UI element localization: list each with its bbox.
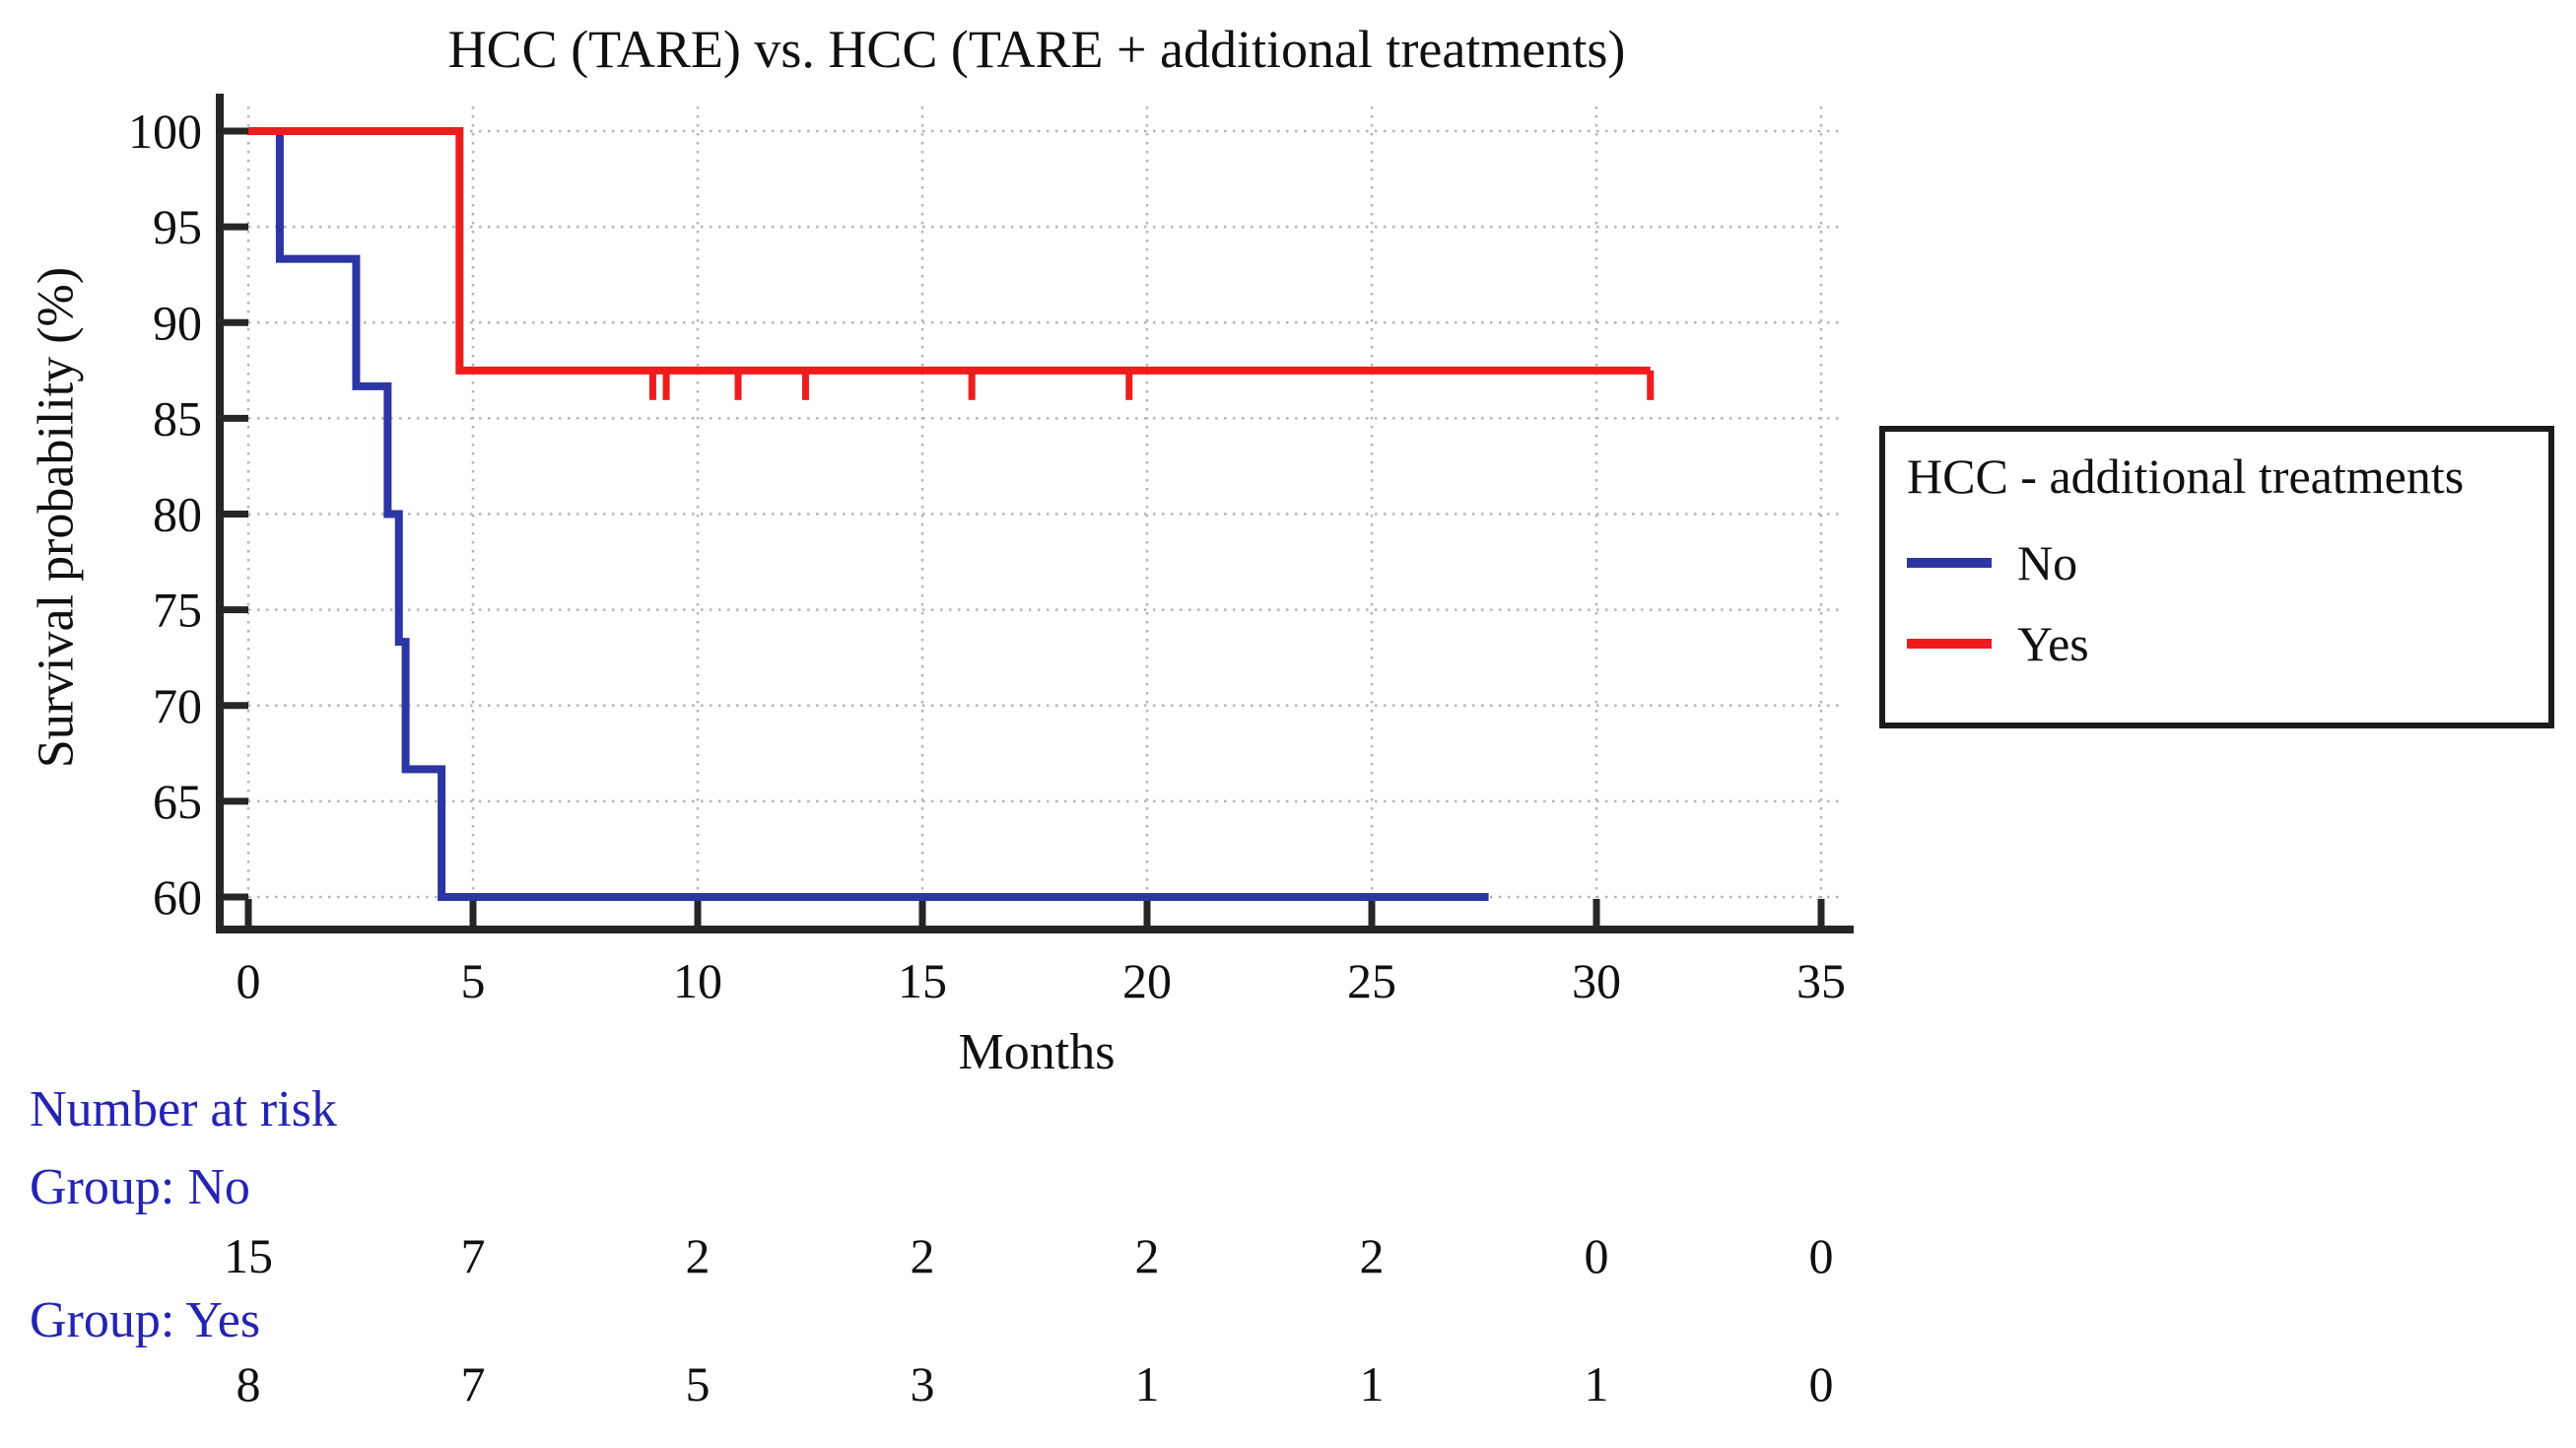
x-tick-label: 20 <box>1122 953 1172 1008</box>
risk-count: 1 <box>1359 1356 1385 1412</box>
risk-table-heading: Number at risk <box>30 1081 337 1138</box>
risk-count: 7 <box>460 1228 486 1283</box>
risk-count: 1 <box>1584 1356 1609 1412</box>
y-tick-label: 85 <box>153 390 202 446</box>
risk-count: 2 <box>910 1228 935 1283</box>
x-tick-label: 35 <box>1796 953 1846 1008</box>
risk-count: 1 <box>1134 1356 1160 1412</box>
x-tick-label: 25 <box>1347 953 1396 1008</box>
legend-item-yes: Yes <box>1907 616 2548 671</box>
risk-count: 2 <box>1134 1228 1160 1283</box>
x-axis-label: Months <box>958 1024 1116 1080</box>
risk-group-label-no: Group: No <box>30 1159 250 1215</box>
legend-line-blue <box>1907 558 1992 568</box>
risk-count: 8 <box>236 1356 261 1412</box>
x-tick-label: 30 <box>1572 953 1621 1008</box>
risk-count: 0 <box>1808 1356 1834 1412</box>
x-tick-label: 5 <box>461 953 486 1008</box>
x-tick-label: 0 <box>237 953 261 1008</box>
legend-line-red <box>1907 639 1992 649</box>
y-tick-label: 80 <box>153 487 202 542</box>
survival-curve-yes <box>248 127 1651 375</box>
survival-curve-no <box>248 127 1489 901</box>
y-tick-label: 90 <box>153 295 202 350</box>
legend-box: HCC - additional treatments No Yes <box>1879 426 2554 728</box>
y-tick-label: 70 <box>153 678 202 733</box>
risk-count: 2 <box>685 1228 711 1283</box>
x-tick-label: 15 <box>898 953 947 1008</box>
risk-count: 2 <box>1359 1228 1385 1283</box>
y-tick-label: 65 <box>153 774 202 829</box>
risk-count: 15 <box>224 1228 273 1283</box>
risk-group-label-yes: Group: Yes <box>30 1292 261 1348</box>
risk-count: 0 <box>1808 1228 1834 1283</box>
risk-count: 5 <box>685 1356 711 1412</box>
y-tick-label: 100 <box>128 103 202 159</box>
legend-label-yes: Yes <box>2017 616 2089 671</box>
y-tick-label: 95 <box>153 199 202 254</box>
chart-title: HCC (TARE) vs. HCC (TARE + additional tr… <box>447 20 1626 79</box>
risk-counts-yes: 8 7 5 3 1 1 1 0 <box>0 1355 2576 1414</box>
risk-count: 0 <box>1584 1228 1609 1283</box>
legend-item-no: No <box>1907 535 2548 590</box>
legend-label-no: No <box>2017 535 2078 590</box>
risk-count: 3 <box>910 1356 935 1412</box>
risk-counts-no: 15 7 2 2 2 2 0 0 <box>0 1227 2576 1286</box>
legend-title: HCC - additional treatments <box>1907 448 2465 504</box>
risk-count: 7 <box>460 1356 486 1412</box>
x-tick-label: 10 <box>673 953 722 1008</box>
y-tick-label: 60 <box>153 869 202 925</box>
y-tick-label: 75 <box>153 583 202 638</box>
